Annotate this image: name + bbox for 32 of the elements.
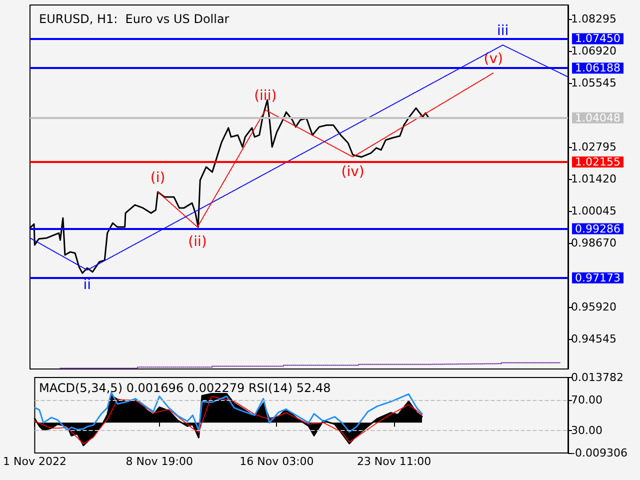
x-tick-label: 8 Nov 19:00	[126, 455, 193, 468]
y2-tick-label: 30.00	[571, 424, 602, 437]
y-tick-label: 1.00045	[571, 204, 616, 218]
y-tick-label: 0.95920	[571, 300, 616, 314]
annotation: (i)	[150, 170, 166, 186]
annotation: (iii)	[254, 88, 277, 104]
x-tick-label: 23 Nov 11:00	[356, 455, 432, 468]
y-tick-label: 0.013782	[571, 371, 624, 384]
ref-line-label: 0.97173	[575, 271, 620, 284]
y-tick-label: 1.08295	[571, 12, 616, 26]
x-tick-label: 16 Nov 03:00	[240, 455, 314, 468]
y-tick-label: 1.01420	[571, 172, 616, 186]
ref-line-label: 1.02155	[575, 155, 620, 168]
ref-line-label: 1.04048	[575, 111, 620, 124]
y2-tick-label: 70.00	[571, 394, 602, 407]
x-tick-label: 1 Nov 2022	[2, 455, 66, 468]
chart-title: MACD(5,34,5) 0.001696 0.002279 RSI(14) 52.48	[39, 381, 331, 395]
y-tick-label: 0.98670	[571, 236, 616, 250]
ref-line-label: 1.07450	[575, 32, 620, 46]
y-tick-label: 1.05545	[571, 76, 616, 90]
y-tick-label: 0.94545	[571, 332, 616, 346]
y-tick-label: -0.009306	[571, 446, 628, 460]
ref-line-label: 1.06188	[575, 62, 620, 75]
line-series	[30, 44, 568, 271]
annotation: iii	[496, 23, 509, 40]
ref-line-label: 0.99286	[575, 222, 620, 236]
annotation: (iv)	[341, 164, 364, 180]
annotation: (ii)	[188, 234, 207, 250]
annotation: (v)	[484, 50, 503, 67]
y-tick-label: 1.02795	[571, 140, 616, 154]
text: EURUSD, H1: Euro vs US Dollar	[39, 12, 230, 26]
y-tick-label: 1.06920	[571, 44, 616, 58]
